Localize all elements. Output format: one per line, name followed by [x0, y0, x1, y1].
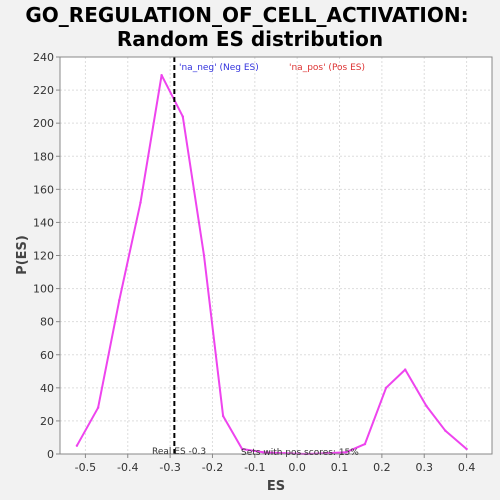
y-tick-label: 240: [33, 51, 54, 64]
series-point: [118, 299, 121, 302]
series-point: [465, 447, 468, 451]
chart-title-line-1: GO_REGULATION_OF_CELL_ACTIVATION:: [25, 3, 468, 27]
x-tick-label: -0.5: [75, 461, 96, 474]
real-es-label: Real ES -0.3: [152, 447, 206, 457]
x-axis: -0.5 -0.4 -0.3 -0.2 -0.1 0.0 0.1 0.2 0.3 0.4: [75, 454, 476, 474]
series-point: [425, 404, 428, 408]
series-point: [444, 429, 447, 432]
series-layer: [75, 74, 468, 456]
pos-scores-label: Sets with pos scores: 15%: [241, 448, 359, 458]
series-point: [160, 74, 163, 77]
x-tick-label: 0.2: [373, 461, 391, 474]
series-point: [181, 115, 184, 118]
series-point: [363, 442, 367, 446]
y-tick-label: 180: [33, 150, 54, 163]
x-tick-label: -0.2: [202, 461, 223, 474]
series-point: [221, 414, 225, 418]
series-point: [202, 254, 206, 257]
grid-layer: [60, 56, 492, 455]
y-tick-label: 100: [33, 283, 54, 296]
series-point: [96, 406, 100, 409]
series-point: [344, 451, 348, 454]
y-tick-label: 140: [33, 216, 54, 229]
series-point: [384, 386, 388, 389]
y-tick-label: 80: [40, 316, 54, 329]
x-axis-label: ES: [267, 479, 285, 494]
y-axis: 0 20 40 60 80 100 120 140 160 180 200 220 240: [33, 51, 60, 461]
x-tick-label: -0.4: [117, 461, 138, 474]
series-point: [404, 368, 407, 371]
x-tick-label: -0.1: [244, 461, 265, 474]
legend-pos-es: 'na_pos' (Pos ES): [289, 63, 365, 73]
series-point: [262, 451, 265, 454]
y-axis-label: P(ES): [15, 235, 30, 275]
y-tick-label: 40: [40, 382, 54, 395]
chart-title-line-2: Random ES distribution: [117, 27, 383, 51]
y-tick-label: 120: [33, 250, 54, 263]
series-point: [240, 447, 244, 451]
legend-neg-es: 'na_neg' (Neg ES): [179, 63, 259, 73]
x-tick-label: 0.1: [331, 461, 349, 474]
y-tick-label: 60: [40, 349, 54, 362]
x-tick-label: 0.4: [458, 461, 476, 474]
series-line: [76, 74, 468, 455]
x-tick-label: 0.3: [415, 461, 433, 474]
series-point: [75, 444, 79, 447]
y-tick-label: 200: [33, 117, 54, 130]
y-tick-label: 0: [47, 448, 54, 461]
x-tick-label: -0.3: [159, 461, 180, 474]
y-tick-label: 220: [33, 84, 54, 97]
y-tick-label: 160: [33, 183, 54, 196]
y-tick-label: 20: [40, 415, 54, 428]
x-tick-label: 0.0: [288, 461, 306, 474]
series-point: [139, 201, 142, 204]
